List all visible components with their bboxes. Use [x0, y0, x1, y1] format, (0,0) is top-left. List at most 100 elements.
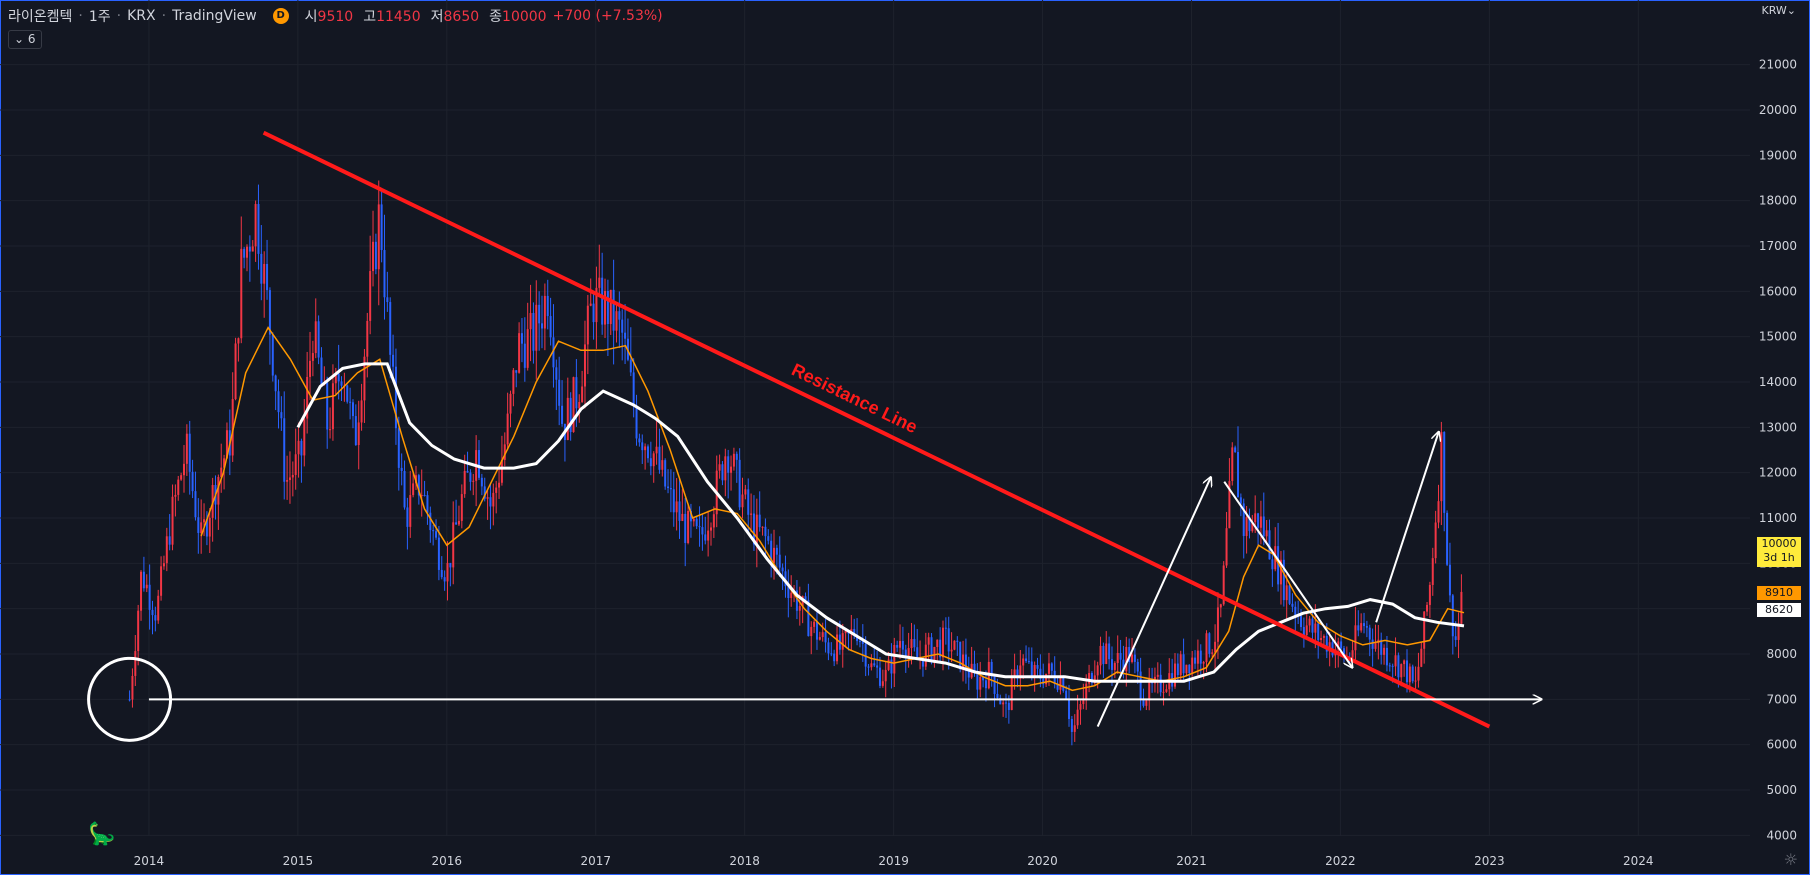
x-tick-label: 2023	[1474, 854, 1505, 868]
candle-body	[509, 393, 512, 414]
candle-body	[635, 405, 638, 439]
candle-body	[303, 418, 306, 456]
candle-body	[538, 304, 541, 324]
candle-body	[498, 482, 501, 488]
candle-body	[675, 501, 678, 513]
trend-arrow	[1375, 432, 1439, 623]
candle-body	[472, 480, 475, 482]
candle-body	[1096, 665, 1099, 676]
candle-body	[962, 654, 965, 670]
candle-body	[1259, 516, 1262, 528]
candle-body	[581, 386, 584, 403]
candle-body	[1391, 665, 1394, 667]
candle-body	[878, 667, 881, 686]
dividend-badge[interactable]: D	[272, 8, 289, 24]
candle-body	[672, 489, 675, 513]
candle-body	[529, 312, 532, 330]
candle-body	[1148, 678, 1151, 701]
interval-label[interactable]: 1주	[88, 9, 111, 25]
candle-body	[738, 459, 741, 508]
candle-body	[243, 248, 246, 258]
candle-body	[876, 665, 879, 668]
gear-icon[interactable]: ☼	[1783, 850, 1798, 869]
x-tick-label: 2016	[432, 854, 463, 868]
indicators-toggle-button[interactable]: ⌄ 6	[8, 30, 42, 49]
candle-body	[549, 316, 552, 338]
candle-body	[870, 663, 873, 668]
candle-body	[773, 547, 776, 563]
candle-body	[1414, 680, 1417, 682]
candle-body	[681, 513, 684, 521]
legend-separator: ·	[116, 8, 122, 24]
candle-body	[744, 489, 747, 495]
candle-body	[200, 522, 203, 533]
candle-body	[435, 531, 438, 538]
ma-long-value: 8620	[1765, 603, 1793, 616]
candle-body	[148, 584, 151, 610]
candle-body	[1380, 639, 1383, 655]
candle-body	[1088, 673, 1091, 684]
candle-body	[351, 402, 354, 417]
candle-body	[761, 526, 764, 528]
candle-body	[990, 661, 993, 677]
candle-body	[412, 483, 415, 496]
candle-body	[160, 566, 163, 596]
currency-label: KRW	[1761, 4, 1787, 17]
candle-body	[1219, 604, 1222, 608]
candle-body	[752, 513, 755, 545]
candle-body	[583, 344, 586, 387]
candle-body	[1288, 585, 1291, 604]
chart-legend: 라이온켐텍 · 1주 · KRX · TradingView D 시9510 고…	[8, 6, 663, 26]
trend-arrow	[1096, 477, 1211, 727]
candle-body	[821, 632, 824, 638]
candle-body	[1073, 725, 1076, 732]
tradingview-logo-icon[interactable]: 🦕	[88, 822, 116, 847]
candle-body	[506, 413, 509, 445]
candle-body	[185, 433, 188, 464]
candle-body	[984, 680, 987, 689]
axes: 4000500060007000800090001000011000120001…	[134, 58, 1797, 868]
candle-body	[1451, 595, 1454, 637]
candle-body	[1328, 642, 1331, 652]
candle-body	[1408, 666, 1411, 683]
ma-long-price-tag: 8620	[1757, 603, 1801, 617]
candle-body	[921, 657, 924, 667]
candle-body	[770, 540, 773, 563]
candle-body	[1216, 607, 1219, 642]
candle-body	[223, 458, 226, 468]
candle-body	[1196, 650, 1199, 664]
candle-body	[641, 442, 644, 451]
candle-body	[460, 494, 463, 521]
candle-body	[543, 295, 546, 329]
legend-separator: ·	[78, 8, 83, 24]
currency-selector[interactable]: KRW⌄	[1761, 4, 1796, 17]
candle-body	[787, 586, 790, 598]
candle-body	[483, 486, 486, 499]
candle-body	[638, 438, 641, 443]
candle-body	[721, 464, 724, 481]
candle-body	[1039, 668, 1042, 679]
candle-body	[429, 512, 432, 531]
candle-body	[1322, 635, 1325, 638]
candle-body	[266, 263, 269, 291]
candle-body	[1234, 447, 1237, 453]
symbol-name[interactable]: 라이온켐텍	[8, 9, 73, 25]
candle-body	[1314, 623, 1317, 633]
candle-body	[334, 373, 337, 384]
candle-body	[1354, 625, 1357, 651]
candle-body	[1045, 673, 1048, 685]
moving-average-long-line	[296, 362, 1465, 683]
candle-body	[790, 592, 793, 598]
candle-body	[1047, 663, 1050, 674]
y-tick-label: 11000	[1759, 511, 1797, 525]
indicator-count: 6	[27, 32, 36, 46]
candle-body	[246, 246, 249, 258]
candle-body	[853, 628, 856, 635]
candle-body	[950, 649, 953, 652]
candle-body	[283, 418, 286, 482]
candle-body	[967, 670, 970, 678]
candle-body	[1251, 522, 1254, 532]
candle-body	[182, 463, 185, 476]
moving-averages	[200, 326, 1465, 692]
